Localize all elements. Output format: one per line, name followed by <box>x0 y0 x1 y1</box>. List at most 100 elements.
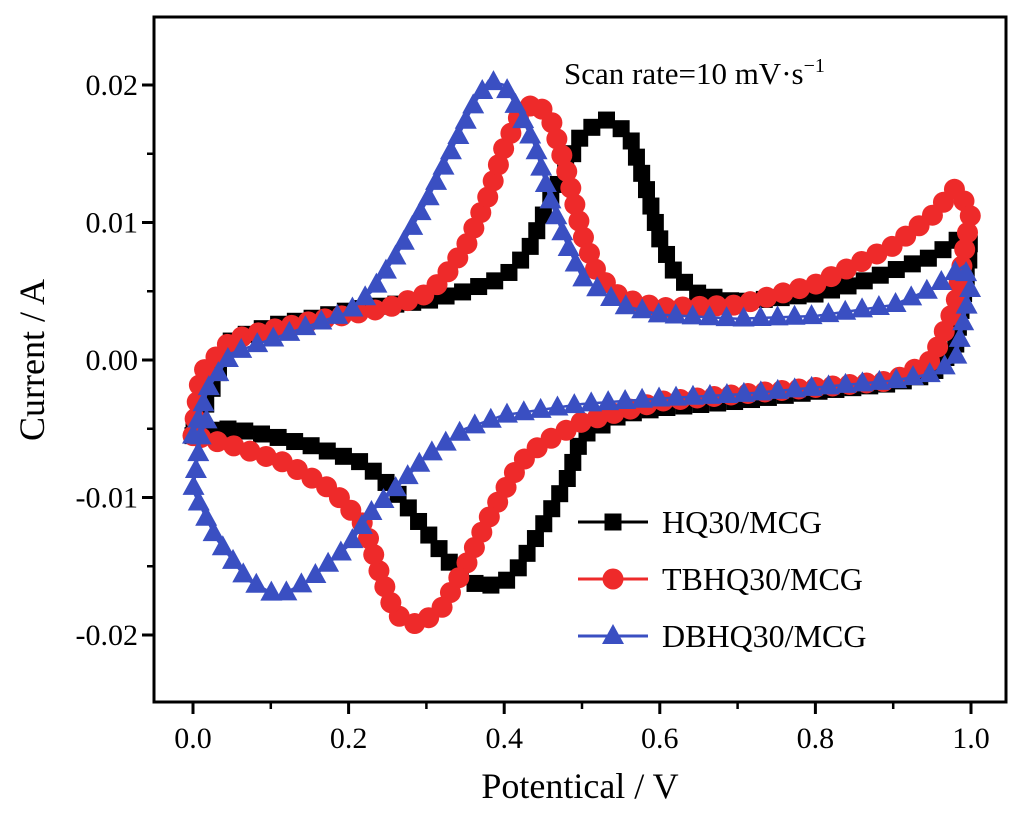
data-marker-circle <box>541 112 563 134</box>
x-tick-label: 0.4 <box>485 722 523 755</box>
data-marker-triangle <box>868 369 891 390</box>
y-tick-label: 0.02 <box>86 69 139 102</box>
data-marker-square <box>364 462 382 480</box>
data-marker-triangle <box>496 78 519 99</box>
x-axis-title: Potentical / V <box>481 766 678 806</box>
series-line <box>191 79 973 598</box>
data-marker-square <box>420 526 438 544</box>
data-marker-circle <box>374 576 396 598</box>
y-tick-label: -0.01 <box>76 482 139 515</box>
data-marker-circle <box>739 291 761 313</box>
legend: HQ30/MCG TBHQ30/MCG DBHQ30/MCG <box>578 504 866 654</box>
x-tick-label: 1.0 <box>952 722 990 755</box>
data-marker-circle <box>397 290 419 312</box>
data-marker-triangle <box>211 535 234 556</box>
data-marker-triangle <box>425 169 448 190</box>
data-marker-circle <box>568 210 590 232</box>
series-line <box>191 99 973 627</box>
data-marker-square <box>351 453 369 471</box>
data-marker-square <box>486 272 504 290</box>
data-marker-circle <box>602 568 624 590</box>
data-marker-triangle <box>396 464 419 485</box>
data-marker-triangle <box>915 278 938 299</box>
data-marker-square <box>887 261 905 279</box>
data-marker-triangle <box>462 93 485 114</box>
data-marker-circle <box>956 222 978 244</box>
data-marker-square <box>919 249 937 267</box>
data-marker-triangle <box>817 302 840 323</box>
data-marker-triangle <box>614 388 637 409</box>
data-marker-triangle <box>304 562 327 583</box>
data-marker-triangle <box>933 354 956 375</box>
data-marker-circle <box>572 226 594 248</box>
annotation-superscript: −1 <box>804 55 825 77</box>
data-marker-triangle <box>834 299 857 320</box>
data-marker-triangle <box>439 139 462 160</box>
data-marker-circle <box>560 177 582 199</box>
data-marker-triangle <box>448 420 471 441</box>
data-marker-triangle <box>945 343 968 364</box>
data-marker-triangle <box>529 397 552 418</box>
data-marker-triangle <box>530 155 553 176</box>
data-marker-triangle <box>341 528 364 549</box>
y-tick-label: 0.00 <box>86 344 139 377</box>
y-axis-title: Current / A <box>12 279 52 441</box>
y-tick-label: -0.02 <box>76 619 139 652</box>
series-layer <box>182 70 982 635</box>
data-marker-square <box>855 272 873 290</box>
data-marker-triangle <box>372 488 395 509</box>
data-marker-triangle <box>884 292 907 313</box>
data-marker-triangle <box>698 383 721 404</box>
x-tick-label: 0.0 <box>174 722 212 755</box>
data-marker-square <box>622 132 640 150</box>
data-marker-circle <box>482 170 504 192</box>
data-marker-triangle <box>539 188 562 209</box>
data-marker-square <box>564 453 582 471</box>
data-marker-triangle <box>471 79 494 100</box>
data-marker-triangle <box>546 395 569 416</box>
data-marker-triangle <box>602 624 624 644</box>
data-marker-square <box>318 442 336 460</box>
data-marker-triangle <box>434 430 457 451</box>
data-marker-square <box>569 437 587 455</box>
data-marker-triangle <box>586 276 609 297</box>
data-marker-circle <box>556 160 578 182</box>
data-marker-triangle <box>631 298 654 319</box>
data-marker-square <box>482 576 500 594</box>
data-marker-triangle <box>918 362 941 383</box>
data-marker-triangle <box>195 408 218 429</box>
data-marker-triangle <box>817 374 840 395</box>
data-marker-circle <box>381 295 403 317</box>
data-marker-triangle <box>216 347 239 368</box>
data-marker-square <box>903 255 921 273</box>
data-marker-triangle <box>851 371 874 392</box>
data-marker-triangle <box>959 276 982 297</box>
data-marker-triangle <box>392 229 415 250</box>
x-tick-label: 0.8 <box>797 722 835 755</box>
data-marker-triangle <box>384 244 407 265</box>
data-marker-square <box>627 148 645 166</box>
data-marker-triangle <box>232 562 255 583</box>
data-marker-square <box>430 540 448 558</box>
data-marker-square <box>676 273 694 291</box>
data-marker-triangle <box>374 258 397 279</box>
data-marker-square <box>521 237 539 255</box>
data-marker-square <box>637 181 655 199</box>
data-marker-triangle <box>783 304 806 325</box>
x-tick-label: 0.2 <box>330 722 368 755</box>
data-marker-triangle <box>447 124 470 145</box>
data-marker-triangle <box>800 375 823 396</box>
data-marker-triangle <box>557 235 580 256</box>
data-marker-triangle <box>246 332 269 353</box>
data-marker-square <box>410 512 428 530</box>
series-dbhq30-mcg <box>182 70 982 601</box>
data-marker-square <box>253 425 271 443</box>
data-marker-triangle <box>245 572 268 593</box>
data-marker-triangle <box>310 309 333 330</box>
data-marker-triangle <box>365 272 388 293</box>
data-marker-triangle <box>329 540 352 561</box>
data-marker-circle <box>756 286 778 308</box>
data-marker-circle <box>363 544 385 566</box>
data-marker-triangle <box>317 551 340 572</box>
data-marker-circle <box>368 560 390 582</box>
